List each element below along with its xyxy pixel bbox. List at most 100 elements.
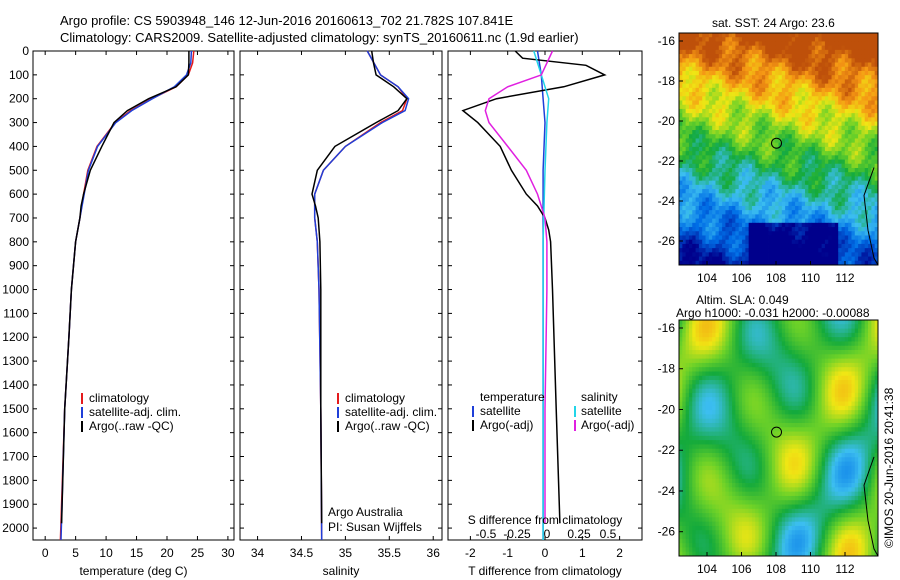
map-cell: [732, 367, 736, 372]
map-cell: [718, 332, 723, 338]
map-cell: [685, 54, 690, 59]
map-cell: [788, 345, 793, 351]
map-cell: [868, 397, 872, 402]
map-cell: [868, 117, 872, 122]
map-cell: [818, 320, 823, 325]
map-cell: [771, 405, 776, 411]
map-cell: [732, 337, 736, 342]
map-cell: [685, 108, 690, 114]
map-cell: [722, 337, 726, 342]
x-tick-label: -2: [465, 546, 476, 560]
map-cell: [725, 83, 730, 89]
map-cell: [795, 176, 799, 182]
map-cell: [771, 92, 776, 97]
map-cell: [748, 66, 753, 72]
map-cell: [858, 337, 862, 342]
map-cell: [745, 392, 750, 398]
map-cell: [781, 201, 786, 207]
map-cell: [708, 117, 713, 122]
map-cell: [798, 83, 803, 89]
map-cell: [688, 384, 693, 390]
map-cell: [765, 83, 769, 89]
map-cell: [854, 367, 859, 372]
map-cell: [778, 66, 783, 72]
map-cell: [708, 146, 713, 152]
map-cell: [821, 197, 826, 203]
map-cell: [791, 108, 796, 114]
map-cell: [705, 87, 710, 93]
map-cell: [841, 243, 846, 249]
map-cell: [841, 125, 846, 131]
map-cell: [768, 248, 773, 253]
map-cell: [695, 49, 700, 55]
map-cell: [844, 201, 849, 207]
map-cell: [732, 167, 736, 173]
map-cell: [718, 180, 723, 186]
map-cell: [811, 231, 816, 236]
map-cell: [755, 96, 759, 101]
map-cell: [868, 337, 872, 342]
map-cell: [831, 380, 836, 385]
map-cell: [728, 375, 733, 381]
map-cell: [715, 130, 720, 135]
map-cell: [771, 33, 776, 38]
map-cell: [798, 138, 803, 144]
map-cell: [688, 155, 693, 160]
map-cell: [838, 83, 842, 89]
map-cell: [742, 113, 746, 118]
map-cell: [834, 354, 839, 360]
map-cell: [702, 210, 706, 215]
map-cell: [871, 375, 876, 381]
map-cell: [805, 54, 809, 59]
map-cell: [858, 227, 862, 232]
map-cell: [871, 180, 876, 186]
map-cell: [818, 205, 823, 211]
map-cell: [765, 201, 769, 207]
map-cell: [685, 58, 690, 63]
map-cell: [821, 243, 826, 249]
map-cell: [874, 392, 879, 398]
map-cell: [798, 410, 803, 415]
map-cell: [848, 108, 852, 114]
map-cell: [844, 414, 849, 420]
map-cell: [692, 189, 696, 194]
map-cell: [848, 345, 852, 351]
map-cell: [761, 337, 766, 342]
map-cell: [725, 231, 730, 236]
map-cell: [698, 146, 703, 152]
map-cell: [695, 410, 700, 415]
map-cell: [735, 392, 740, 398]
map-cell: [695, 189, 700, 194]
map-cell: [708, 96, 713, 101]
map-cell: [718, 201, 723, 207]
map-cell: [838, 66, 842, 72]
map-cell: [692, 155, 696, 160]
map-cell: [682, 142, 687, 148]
map-cell: [841, 392, 846, 398]
map-cell: [705, 354, 710, 360]
map-cell: [692, 176, 696, 182]
map-cell: [798, 146, 803, 152]
map-cell: [811, 79, 816, 85]
map-cell: [871, 358, 876, 364]
sla-map-subtitle: Argo h1000: -0.031 h2000: -0.00088: [676, 306, 870, 320]
map-cell: [781, 66, 786, 72]
map-cell: [831, 189, 836, 194]
map-cell: [688, 239, 693, 245]
map-cell: [821, 100, 826, 106]
map-cell: [834, 205, 839, 211]
map-cell: [808, 243, 813, 249]
map-cell: [841, 45, 846, 51]
map-cell: [795, 332, 799, 338]
map-cell: [682, 49, 687, 55]
map-cell: [811, 113, 816, 118]
map-cell: [844, 37, 849, 42]
map-cell: [841, 371, 846, 377]
map-cell: [685, 362, 690, 368]
map-cell: [814, 354, 819, 360]
map-cell: [778, 362, 783, 368]
map-cell: [688, 205, 693, 211]
map-cell: [821, 397, 826, 402]
map-cell: [841, 155, 846, 160]
map-cell: [861, 163, 866, 169]
